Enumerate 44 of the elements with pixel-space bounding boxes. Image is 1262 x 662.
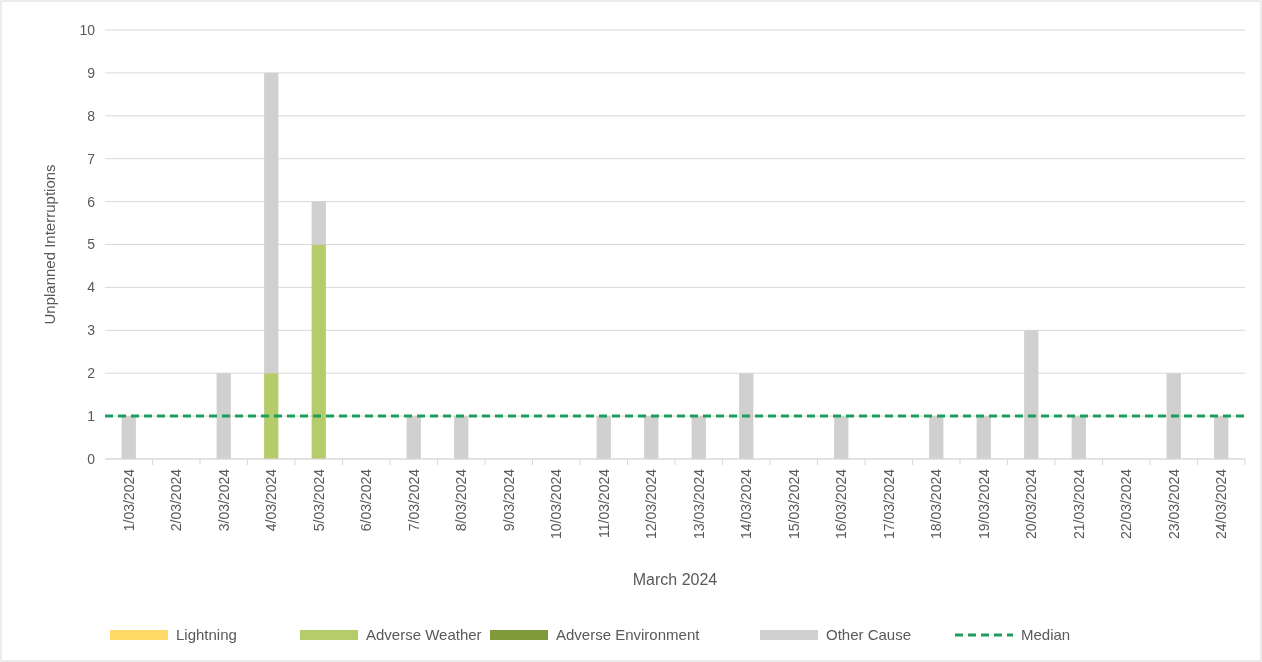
y-tick-label: 1 (87, 408, 96, 424)
y-tick-label: 6 (87, 193, 96, 210)
x-tick-label: 21/03/2024 (1070, 468, 1087, 540)
legend-label: Adverse Weather (366, 626, 482, 644)
x-tick-label: 3/03/2024 (215, 468, 232, 532)
y-axis-title: Unplanned Interruptions (41, 164, 58, 325)
x-tick-label: 9/03/2024 (500, 468, 517, 532)
bar (264, 373, 279, 459)
x-tick-label: 12/03/2024 (643, 468, 660, 540)
y-tick-label: 2 (87, 365, 96, 382)
y-tick-label: 0 (87, 450, 96, 467)
x-axis-title: March 2024 (632, 571, 718, 588)
legend-label: Lightning (176, 626, 237, 644)
x-tick-label: 2/03/2024 (168, 468, 185, 532)
legend-label: Median (1021, 626, 1071, 644)
x-tick-label: 11/03/2024 (595, 468, 612, 539)
x-tick-label: 18/03/2024 (928, 468, 945, 540)
legend-label: Adverse Environment (556, 626, 701, 644)
x-tick-label: 16/03/2024 (833, 468, 850, 540)
y-tick-label: 7 (87, 150, 96, 167)
y-tick-label: 5 (87, 236, 96, 253)
x-tick-label: 10/03/2024 (548, 468, 565, 540)
bar (311, 244, 326, 459)
x-tick-label: 4/03/2024 (263, 468, 280, 532)
x-tick-label: 5/03/2024 (310, 468, 327, 532)
y-tick-label: 3 (87, 322, 96, 339)
x-tick-label: 20/03/2024 (1023, 468, 1040, 540)
x-tick-label: 13/03/2024 (690, 468, 707, 540)
x-tick-label: 17/03/2024 (880, 468, 897, 540)
legend-label: Other Cause (826, 626, 912, 644)
x-tick-label: 15/03/2024 (785, 468, 802, 540)
y-tick-label: 4 (87, 279, 96, 296)
x-tick-label: 19/03/2024 (975, 468, 992, 540)
x-tick-label: 6/03/2024 (358, 468, 375, 532)
x-tick-label: 7/03/2024 (405, 468, 422, 532)
x-tick-label: 14/03/2024 (738, 468, 755, 540)
x-tick-label: 1/03/2024 (120, 468, 137, 532)
x-tick-label: 22/03/2024 (1118, 468, 1135, 540)
y-tick-label: 9 (87, 64, 96, 81)
y-tick-label: 8 (87, 107, 96, 124)
y-tick-label: 10 (79, 21, 96, 38)
x-tick-label: 23/03/2024 (1165, 468, 1182, 540)
x-tick-label: 24/03/2024 (1213, 468, 1230, 540)
x-tick-label: 8/03/2024 (453, 468, 470, 532)
